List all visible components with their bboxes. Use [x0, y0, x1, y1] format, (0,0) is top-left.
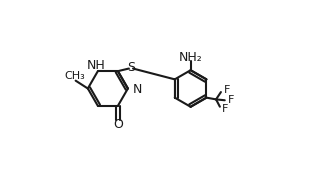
Text: F: F — [222, 104, 228, 114]
Text: S: S — [127, 61, 135, 74]
Text: NH: NH — [87, 59, 106, 72]
Text: CH₃: CH₃ — [65, 71, 85, 81]
Text: O: O — [113, 118, 123, 131]
Text: NH₂: NH₂ — [179, 51, 203, 64]
Text: F: F — [228, 95, 234, 105]
Text: N: N — [132, 83, 142, 96]
Text: F: F — [223, 85, 230, 95]
